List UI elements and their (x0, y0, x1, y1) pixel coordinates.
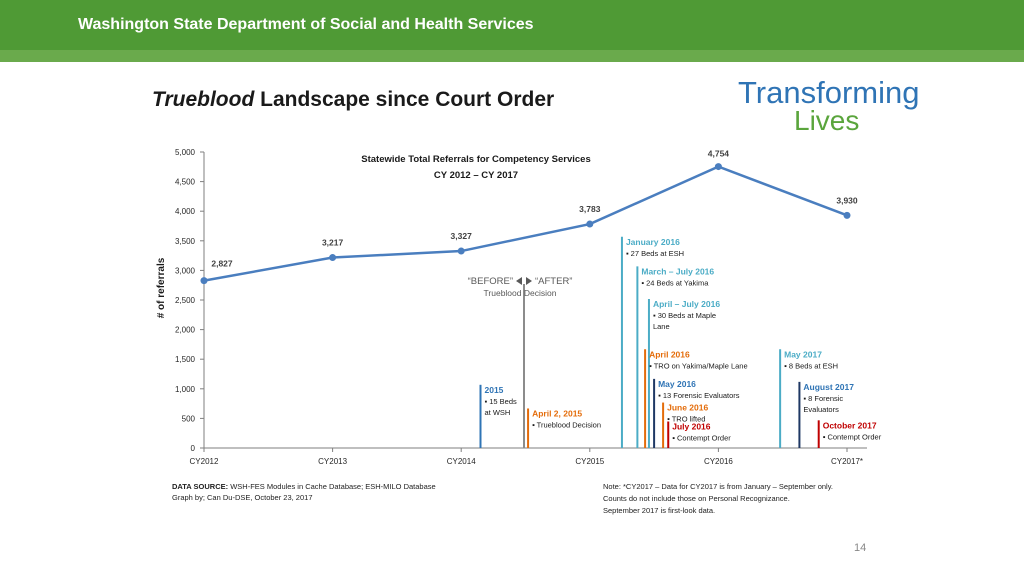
data-label: 3,783 (579, 204, 601, 214)
note-line-1: Note: *CY2017 – Data for CY2017 is from … (603, 482, 833, 491)
transforming-lives-logo: Transforming Lives (738, 75, 920, 136)
note-line-3: September 2017 is first-look data. (603, 506, 716, 515)
annotation-text: ▪ TRO on Yakima/Maple Lane (649, 361, 748, 370)
annotation-heading: 2015 (484, 385, 503, 395)
x-tick-label: CY2013 (318, 457, 347, 466)
annotation-heading: May 2017 (784, 349, 822, 359)
y-tick-label: 500 (182, 414, 196, 423)
annotation-text: ▪ 15 Beds (484, 397, 517, 406)
y-tick-label: 1,500 (175, 355, 196, 364)
before-after-marker: “BEFORE” “AFTER” Trueblood Decision (468, 276, 573, 298)
annotation-text: ▪ Contempt Order (823, 432, 882, 441)
y-tick-label: 4,500 (175, 178, 196, 187)
chart-axes: 0 500 1,000 1,500 2,000 2,500 3,000 3,500 4,000 4… (175, 148, 867, 466)
chart-series: 2,827 3,217 3,327 3,783 4,754 3,930 (200, 149, 858, 285)
slide-title: Trueblood Landscape since Court Order (152, 88, 554, 112)
logo-line2: Lives (794, 105, 860, 136)
y-tick-label: 3,500 (175, 237, 196, 246)
after-label: “AFTER” (535, 276, 572, 287)
trueblood-decision-caption: Trueblood Decision (484, 288, 557, 298)
annotation-heading: April – July 2016 (653, 299, 720, 309)
annotation-heading: June 2016 (667, 403, 708, 413)
annotation-heading: January 2016 (626, 237, 680, 247)
annotation-heading: October 2017 (823, 420, 877, 430)
data-point (200, 277, 208, 285)
y-tick-label: 5,000 (175, 148, 196, 157)
data-point (329, 254, 337, 262)
data-label: 2,827 (211, 259, 233, 269)
annotation-heading: April 2, 2015 (532, 408, 582, 418)
data-source-text: WSH-FES Modules in Cache Database; ESH-M… (228, 482, 436, 491)
left-arrow-icon (516, 277, 522, 285)
annotation-text: Lane (653, 322, 670, 331)
annotation-heading: May 2016 (658, 379, 696, 389)
data-point (843, 211, 851, 219)
chart-title: Statewide Total Referrals for Competency… (361, 154, 591, 165)
y-tick-label: 4,000 (175, 207, 196, 216)
annotation-text: at WSH (484, 408, 510, 417)
y-axis-label: # of referrals (156, 257, 167, 318)
annotation-text: ▪ 8 Forensic (803, 394, 843, 403)
chart-annotations: 2015 ▪ 15 Beds at WSH April 2, 2015 ▪ Trueb… (479, 236, 882, 448)
data-point (714, 163, 722, 171)
annotation-text: ▪ 8 Beds at ESH (784, 361, 838, 370)
logo-line1: Transforming (738, 75, 920, 110)
right-arrow-icon (526, 277, 532, 285)
annotation-heading: July 2016 (672, 422, 711, 432)
header-band (0, 50, 1024, 62)
data-point (586, 220, 594, 228)
x-tick-label: CY2015 (575, 457, 604, 466)
chart-subtitle: CY 2012 – CY 2017 (434, 170, 518, 181)
footnotes: Note: *CY2017 – Data for CY2017 is from … (603, 481, 833, 517)
annotation-heading: August 2017 (803, 382, 854, 392)
y-tick-label: 0 (191, 444, 196, 453)
y-tick-label: 3,000 (175, 266, 196, 275)
y-tick-label: 2,500 (175, 296, 196, 305)
annotation-heading: March – July 2016 (641, 266, 714, 276)
graph-by-note: Graph by; Can Du-DSE, October 23, 2017 (172, 493, 313, 502)
note-line-2: Counts do not include those on Personal … (603, 494, 790, 503)
y-tick-label: 1,000 (175, 385, 196, 394)
annotation-text: ▪ TRO lifted (667, 415, 705, 424)
x-tick-label: CY2016 (704, 457, 733, 466)
header-bar (0, 0, 1024, 58)
data-label: 3,327 (451, 231, 473, 241)
annotation-text: ▪ 30 Beds at Maple (653, 311, 716, 320)
x-tick-label: CY2014 (447, 457, 476, 466)
slide-title-italic: Trueblood (152, 88, 255, 111)
x-tick-label: CY2012 (190, 457, 219, 466)
data-point (457, 247, 465, 255)
data-label: 3,930 (836, 195, 858, 205)
annotation-text: Evaluators (803, 405, 839, 414)
data-source-label: DATA SOURCE: (172, 482, 229, 491)
header-title: Washington State Department of Social an… (78, 16, 534, 33)
slide-title-rest: Landscape since Court Order (254, 88, 555, 111)
annotation-text: ▪ Trueblood Decision (532, 420, 601, 429)
annotation-text: ▪ 27 Beds at ESH (626, 249, 684, 258)
before-label: “BEFORE” (468, 276, 513, 287)
y-tick-label: 2,000 (175, 326, 196, 335)
data-label: 3,217 (322, 238, 344, 248)
annotation-text: ▪ 13 Forensic Evaluators (658, 391, 740, 400)
page-number: 14 (854, 542, 867, 554)
data-source-note: DATA SOURCE: WSH-FES Modules in Cache Da… (172, 481, 436, 503)
annotation-text: ▪ Contempt Order (672, 434, 731, 443)
annotation-heading: April 2016 (649, 349, 690, 359)
data-label: 4,754 (708, 149, 730, 159)
annotation-text: ▪ 24 Beds at Yakima (641, 278, 709, 287)
x-tick-label: CY2017* (831, 457, 863, 466)
series-line (203, 165, 848, 282)
